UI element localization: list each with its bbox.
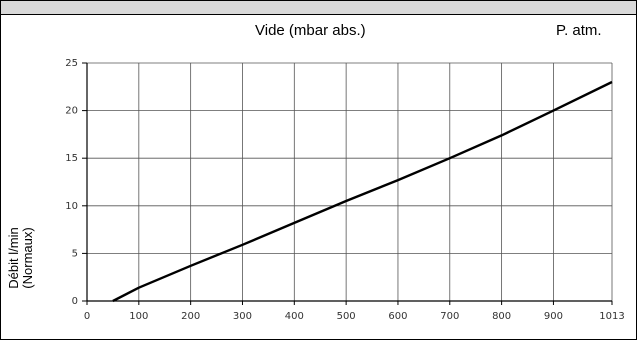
series-line: [112, 80, 613, 303]
x-axis-end-label: P. atm.: [556, 22, 602, 39]
y-tick-label-15: 15: [65, 153, 78, 164]
x-tick-label-100: 100: [129, 311, 148, 322]
x-tick-label-300: 300: [233, 311, 252, 322]
x-tick-label-400: 400: [285, 311, 304, 322]
y-tick-label-25: 25: [65, 58, 78, 69]
x-axis-title: Vide (mbar abs.): [255, 22, 366, 39]
axes: [82, 62, 613, 305]
y-axis-title-line-1: Débit l/min: [6, 227, 21, 288]
x-tick-label-200: 200: [181, 311, 200, 322]
x-tick-label-1013: 1013: [599, 311, 624, 322]
x-tick-label-900: 900: [544, 311, 563, 322]
x-tick-label-600: 600: [388, 311, 407, 322]
y-tick-label-20: 20: [65, 106, 78, 117]
x-tick-label-500: 500: [337, 311, 356, 322]
y-tick-label-10: 10: [65, 201, 78, 212]
tick-labels: 0 100 200 300 400 500 600 700 800 900 1013 0 5 10 15 20…: [65, 58, 624, 322]
y-tick-label-0: 0: [72, 296, 78, 307]
grid: [87, 62, 613, 301]
y-axis-title-line-2: (Normaux): [20, 227, 35, 288]
x-tick-label-700: 700: [440, 311, 459, 322]
x-tick-label-0: 0: [84, 311, 90, 322]
title-bar: [1, 1, 636, 15]
x-tick-label-800: 800: [492, 311, 511, 322]
y-tick-label-5: 5: [72, 248, 78, 259]
